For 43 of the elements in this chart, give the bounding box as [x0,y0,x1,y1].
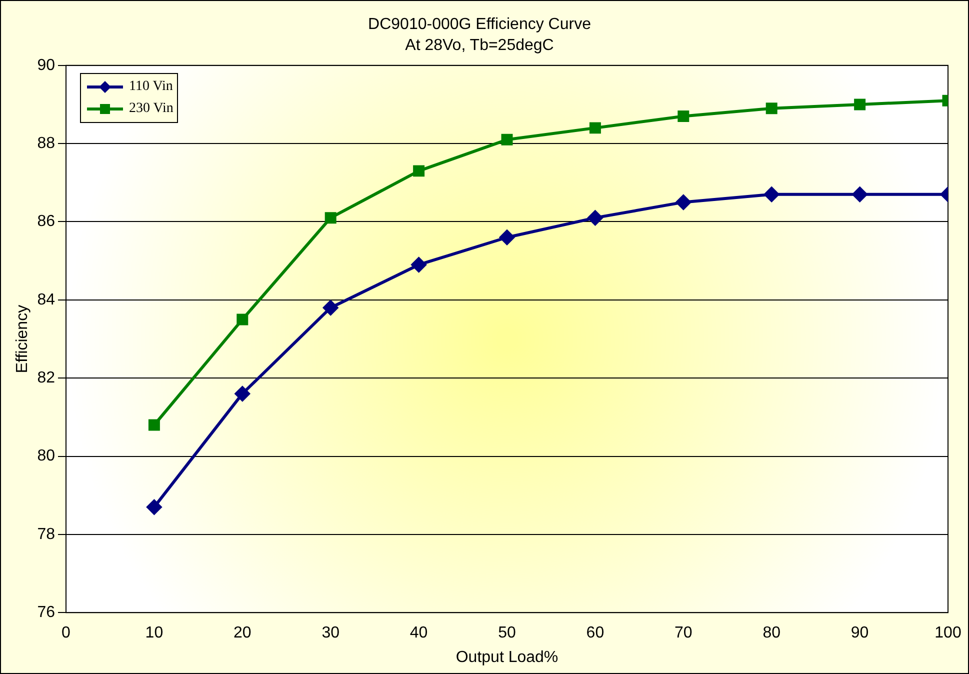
x-tick-label: 10 [145,624,164,642]
y-tick-label: 80 [37,448,56,465]
point [678,110,690,122]
chart-title: DC9010-000G Efficiency Curve [368,16,592,34]
point [589,122,601,134]
point [146,500,162,515]
x-tick-label: 20 [234,624,252,642]
x-tick-label: 100 [934,624,962,642]
point [500,230,514,245]
point [766,102,778,114]
legend-label: 230 Vin [128,101,174,118]
chart-subtitle: At 28Vo, Tb=25degC [405,37,554,54]
x-axis-title: Output Load% [456,648,558,666]
point [236,314,248,326]
y-axis-title: Efficiency [14,304,32,374]
x-tick-label: 40 [410,624,428,642]
point [764,186,780,202]
point [413,165,425,177]
y-tick-label: 76 [37,604,56,622]
point [411,257,426,272]
point [148,419,160,431]
point [676,194,691,210]
x-tick-label: 60 [586,624,604,642]
point [501,134,513,146]
x-tick-label: 80 [762,624,781,642]
x-tick-label: 30 [322,624,340,642]
x-tick-label: 50 [498,624,516,642]
y-tick-label: 88 [37,134,56,152]
legend-label: 110 Vin [128,79,173,96]
point [234,386,250,402]
y-tick-label: 86 [37,213,56,230]
y-tick-label: 84 [37,291,56,308]
y-tick-label: 90 [37,56,56,74]
y-tick-label: 82 [37,369,56,386]
y-tick-label: 78 [37,526,56,543]
point [323,300,338,316]
point [324,212,336,224]
point [588,210,603,226]
point [852,186,868,202]
x-tick-label: 90 [850,624,869,642]
x-tick-label: 0 [62,624,71,642]
point [854,98,866,110]
x-tick-label: 70 [674,624,692,642]
